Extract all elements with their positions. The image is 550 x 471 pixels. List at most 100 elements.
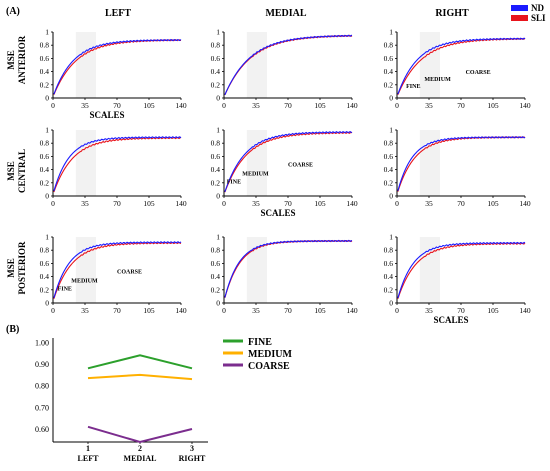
x-tick-label: 105 xyxy=(487,199,499,208)
x-tick-label: 140 xyxy=(346,199,358,208)
x-tick-label: 0 xyxy=(222,199,226,208)
row-title-posterior-mse: MSE xyxy=(6,258,16,278)
band-label-medium: MEDIUM xyxy=(242,172,269,178)
series-line-nd xyxy=(53,136,182,192)
x-tick-label: 70 xyxy=(284,199,292,208)
x-tick-label: 140 xyxy=(175,306,187,315)
row-title-posterior: POSTERIOR xyxy=(17,241,27,295)
y-tick-label: 0.2 xyxy=(384,80,394,89)
y-tick-label: 0.4 xyxy=(211,272,221,281)
y-tick-label: 0.4 xyxy=(384,272,394,281)
x-tick-label: 105 xyxy=(314,101,326,110)
y-tick-label: 0.2 xyxy=(211,80,221,89)
y-tick-label: 1 xyxy=(389,28,393,37)
summary-category-label: RIGHT xyxy=(179,454,206,463)
series-line-sli xyxy=(397,242,526,299)
series-line-sli xyxy=(53,241,182,299)
x-tick-label: 140 xyxy=(346,306,358,315)
legend-a: ND SLI xyxy=(511,3,546,23)
x-tick-label: 70 xyxy=(113,306,121,315)
legend-a-label-nd: ND xyxy=(531,3,544,13)
x-tick-label: 35 xyxy=(81,101,89,110)
y-tick-label: 0.8 xyxy=(40,41,50,50)
shaded-region xyxy=(246,130,267,196)
summary-series-medium xyxy=(87,373,193,381)
y-tick-label: 1 xyxy=(45,28,49,37)
y-tick-label: 0.4 xyxy=(211,67,221,76)
panel-b-label: (B) xyxy=(6,324,19,335)
y-tick-label: 1 xyxy=(216,28,220,37)
row-title-anterior-mse: MSE xyxy=(6,50,16,70)
x-tick-label: 35 xyxy=(252,199,260,208)
y-tick-label: 0 xyxy=(216,94,220,103)
x-tick-label: 105 xyxy=(487,101,499,110)
subplot-0-0: 0 0.2 0.4 0.6 0.8 1 0 35 70 105 140 SCALES xyxy=(40,28,187,121)
y-tick-label: 1 xyxy=(45,126,49,135)
shaded-region xyxy=(75,32,96,98)
y-tick-label: 0 xyxy=(45,192,49,201)
band-label-medium: MEDIUM xyxy=(71,279,98,285)
x-tick-label: 0 xyxy=(222,306,226,315)
x-tick-label: 70 xyxy=(457,306,465,315)
x-tick-label: 70 xyxy=(113,101,121,110)
x-axis-title: SCALES xyxy=(89,110,124,120)
x-tick-label: 0 xyxy=(51,199,55,208)
y-tick-label: 0.8 xyxy=(211,246,221,255)
summary-y-tick-label: 0.60 xyxy=(35,425,49,434)
band-label-fine: FINE xyxy=(227,179,241,185)
y-tick-label: 0.8 xyxy=(211,41,221,50)
row-title-central: CENTRAL xyxy=(17,149,27,193)
row-title-central-mse: MSE xyxy=(6,161,16,181)
x-axis-title: SCALES xyxy=(433,315,468,325)
x-tick-label: 105 xyxy=(143,101,155,110)
summary-x-tick-label: 1 xyxy=(86,444,90,453)
x-tick-label: 35 xyxy=(425,199,433,208)
x-tick-label: 35 xyxy=(81,306,89,315)
series-line-nd xyxy=(53,241,182,299)
legend-a-swatch-sli xyxy=(511,15,528,21)
y-tick-label: 0.6 xyxy=(40,54,50,63)
y-tick-label: 1 xyxy=(216,126,220,135)
series-line-nd xyxy=(53,38,182,95)
y-tick-label: 0.4 xyxy=(384,67,394,76)
y-tick-label: 0 xyxy=(389,299,393,308)
column-title-right: RIGHT xyxy=(435,8,469,19)
x-tick-label: 0 xyxy=(51,306,55,315)
summary-series-fine xyxy=(87,354,193,370)
series-line-nd xyxy=(224,34,353,95)
x-tick-label: 140 xyxy=(519,306,531,315)
y-tick-label: 0.6 xyxy=(211,152,221,161)
x-tick-label: 35 xyxy=(252,306,260,315)
y-tick-label: 1 xyxy=(45,233,49,242)
subplot-1-0: 0 0.2 0.4 0.6 0.8 1 0 35 70 105 140 xyxy=(40,126,187,209)
shaded-region xyxy=(419,130,440,196)
legend-b: FINE MEDIUM COARSE xyxy=(223,337,292,372)
subplot-0-2: 0 0.2 0.4 0.6 0.8 1 0 35 70 105 140 FINE MEDIUM COARS… xyxy=(384,28,531,111)
x-tick-label: 35 xyxy=(425,306,433,315)
x-tick-label: 70 xyxy=(457,101,465,110)
subplot-2-2: 0 0.2 0.4 0.6 0.8 1 0 35 70 105 140 SCALES xyxy=(384,233,531,326)
series-line-nd xyxy=(397,136,526,191)
legend-a-label-sli: SLI xyxy=(531,13,546,23)
series-line-nd xyxy=(224,239,353,298)
x-tick-label: 35 xyxy=(81,199,89,208)
x-tick-label: 105 xyxy=(143,306,155,315)
y-tick-label: 0.6 xyxy=(384,152,394,161)
series-line-nd xyxy=(397,37,526,95)
x-tick-label: 105 xyxy=(314,199,326,208)
band-label-coarse: COARSE xyxy=(466,70,491,76)
shaded-region xyxy=(246,237,267,303)
shaded-region xyxy=(419,32,440,98)
legend-b-label-coarse: COARSE xyxy=(248,361,290,372)
subplot-1-2: 0 0.2 0.4 0.6 0.8 1 0 35 70 105 140 xyxy=(384,126,531,209)
subplot-1-1: 0 0.2 0.4 0.6 0.8 1 0 35 70 105 140 SCALES FINEMEDIU… xyxy=(211,126,358,219)
summary-y-tick-label: 0.80 xyxy=(35,382,49,391)
y-tick-label: 0.6 xyxy=(211,259,221,268)
summary-y-tick-label: 0.70 xyxy=(35,403,49,412)
y-tick-label: 0.2 xyxy=(211,285,221,294)
column-title-left: LEFT xyxy=(105,8,131,19)
summary-y-tick-label: 0.90 xyxy=(35,360,49,369)
y-tick-label: 0.8 xyxy=(384,246,394,255)
y-tick-label: 0.4 xyxy=(40,272,50,281)
